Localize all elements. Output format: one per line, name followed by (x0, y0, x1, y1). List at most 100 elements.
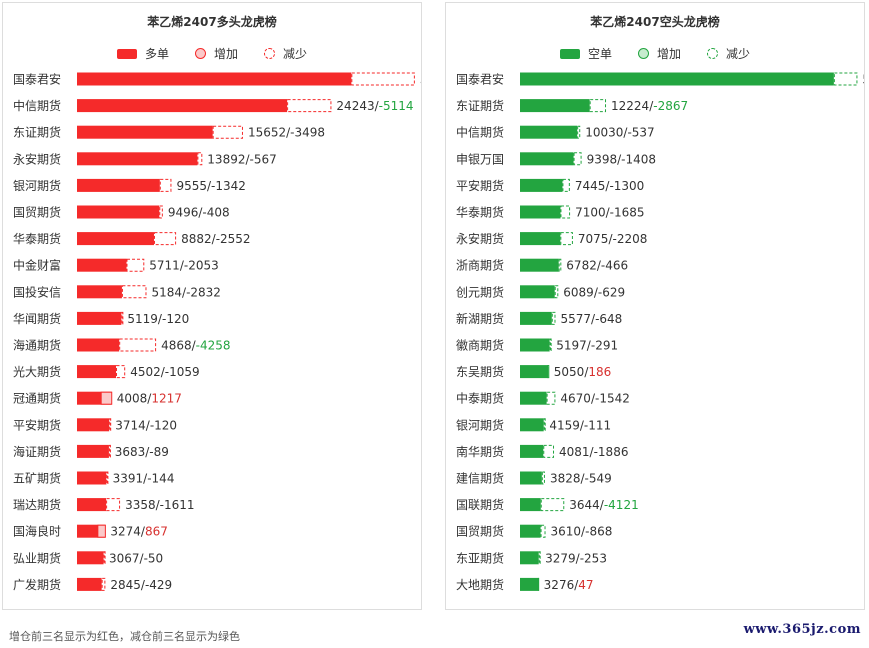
decrease-bar (538, 551, 541, 565)
position-bar (520, 99, 590, 113)
change-value: -1886 (594, 445, 629, 459)
value-label: 4868/-4258 (161, 339, 230, 353)
legend-swatch-dashed-circle (264, 48, 275, 59)
position-value: 6089/ (563, 285, 599, 299)
decrease-bar (573, 152, 582, 166)
change-value: 186 (588, 365, 611, 379)
category-label: 中信期货 (456, 125, 504, 140)
value-label: 3276/47 (544, 578, 594, 592)
position-bar (520, 524, 541, 538)
decrease-bar (543, 444, 555, 458)
decrease-bar (543, 418, 546, 432)
position-value: 5577/ (560, 312, 596, 326)
value-label: 3067/-50 (109, 551, 163, 565)
position-bar (520, 551, 539, 565)
footnote: 增仓前三名显示为红色，减仓前三名显示为绿色 (9, 630, 240, 643)
value-label: 9398/-1408 (587, 152, 656, 166)
decrease-bar (589, 99, 607, 113)
position-value: 3714/ (115, 418, 151, 432)
value-label: 5050/186 (554, 365, 612, 379)
position-value: 9398/ (587, 152, 623, 166)
change-value: -111 (584, 418, 611, 432)
long-chart-legend: 多单 增加 减少 (3, 45, 421, 62)
decrease-bar (119, 338, 157, 352)
value-label: 4670/-1542 (560, 392, 629, 406)
position-bar (77, 498, 107, 512)
change-value: -648 (595, 312, 622, 326)
position-value: 4868/ (161, 339, 197, 353)
legend-item-short-orders[interactable]: 空单 (559, 45, 612, 62)
position-value: 3279/ (545, 551, 581, 565)
decrease-bar (153, 232, 177, 246)
position-value: 7445/ (575, 179, 611, 193)
category-label: 平安期货 (13, 417, 61, 432)
value-label: 3274/867 (110, 525, 168, 539)
position-bar (520, 338, 550, 352)
position-bar (520, 498, 541, 512)
category-label: 广发期货 (13, 577, 61, 592)
position-value: 13892/ (207, 152, 250, 166)
change-value: -2053 (184, 259, 219, 273)
decrease-bar (106, 498, 121, 512)
legend-item-increase[interactable]: 增加 (194, 45, 238, 62)
position-value: 5184/ (151, 285, 187, 299)
position-bar (520, 471, 542, 485)
position-bar (520, 391, 547, 405)
position-value: 55064/ (862, 73, 864, 87)
position-bar (520, 365, 549, 379)
decrease-bar (549, 338, 552, 352)
change-value: -3498 (290, 126, 325, 140)
position-value: 3067/ (109, 551, 145, 565)
category-label: 中信期货 (13, 98, 61, 113)
value-label: 7075/-2208 (578, 232, 647, 246)
position-bar (520, 418, 544, 432)
decrease-bar (562, 178, 570, 192)
position-bar (520, 577, 539, 591)
value-label: 8882/-2552 (181, 232, 250, 246)
decrease-bar (554, 285, 559, 299)
legend-swatch-bar (116, 48, 137, 59)
category-label: 华泰期货 (13, 231, 61, 246)
category-label: 银河期货 (456, 417, 504, 432)
change-value: -291 (591, 339, 618, 353)
value-label: 3279/-253 (545, 551, 607, 565)
decrease-bar (116, 365, 126, 379)
decrease-bar (159, 178, 172, 192)
change-value: -537 (627, 126, 654, 140)
change-value: -629 (598, 285, 625, 299)
position-bar (520, 152, 574, 166)
position-value: 12224/ (611, 99, 654, 113)
value-label: 10030/-537 (585, 126, 654, 140)
category-label: 平安期货 (456, 178, 504, 193)
legend-label: 减少 (726, 47, 751, 61)
change-value: -5114 (379, 99, 414, 113)
position-value: 5050/ (554, 365, 590, 379)
change-value: -120 (162, 312, 189, 326)
position-bar (520, 125, 578, 139)
category-label: 东证期货 (456, 98, 504, 113)
value-label: 3714/-120 (115, 418, 177, 432)
legend-swatch-circle (194, 48, 206, 59)
decrease-bar (212, 125, 243, 139)
legend-item-long-orders[interactable]: 多单 (116, 45, 169, 62)
value-label: 6089/-629 (563, 285, 625, 299)
category-label: 申银万国 (456, 152, 504, 166)
decrease-bar (109, 418, 112, 432)
value-label: 2845/-429 (110, 578, 172, 592)
position-bar (77, 178, 160, 192)
value-label: 15652/-3498 (248, 126, 325, 140)
change-value: -144 (147, 472, 174, 486)
value-label: 3610/-868 (551, 525, 613, 539)
increase-bar (100, 391, 113, 405)
legend-item-decrease[interactable]: 减少 (264, 45, 307, 62)
legend-item-increase[interactable]: 增加 (637, 45, 681, 62)
value-label: 9555/-1342 (176, 179, 245, 193)
change-value: -2552 (216, 232, 251, 246)
value-label: 3358/-1611 (125, 498, 194, 512)
decrease-bar (159, 205, 163, 219)
position-bar (77, 471, 107, 485)
long-chart-title: 苯乙烯2407多头龙虎榜 (147, 15, 277, 29)
change-value: -1685 (610, 206, 645, 220)
value-label: 5119/-120 (127, 312, 189, 326)
legend-item-decrease[interactable]: 减少 (707, 45, 750, 62)
